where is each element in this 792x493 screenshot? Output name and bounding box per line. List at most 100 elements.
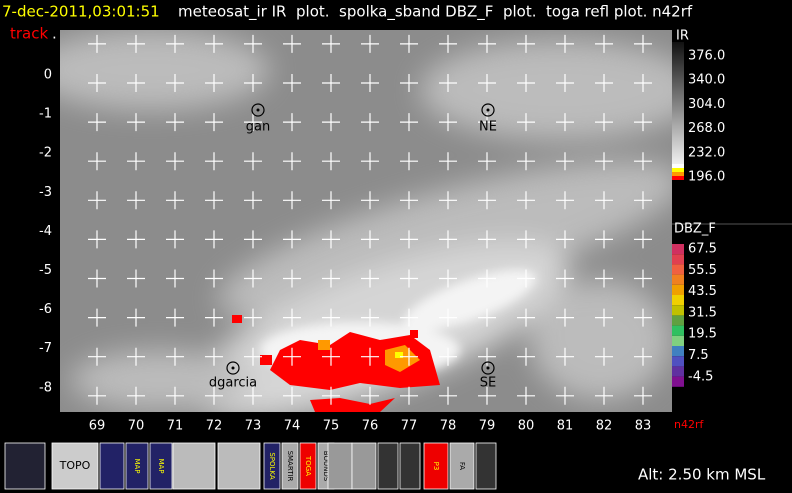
grid-cross	[517, 386, 535, 405]
lon-label: 70	[128, 419, 145, 434]
colorbar-label: 376.0	[688, 49, 725, 64]
grid-cross	[88, 386, 106, 405]
lon-label: 76	[362, 419, 379, 434]
button-label[interactable]: SPOLKA	[268, 452, 276, 480]
grid-cross	[400, 347, 418, 366]
grid-cross	[556, 230, 574, 249]
grid-cross	[478, 347, 496, 366]
dbz-colorbar-step	[672, 254, 684, 265]
grid-cross	[595, 230, 613, 249]
toolbar-button[interactable]	[172, 442, 216, 490]
grid-cross	[283, 152, 301, 171]
button-label[interactable]: TOPO	[59, 459, 91, 472]
grid-cross	[556, 308, 574, 327]
toolbar-button[interactable]	[4, 442, 46, 490]
grid-cross	[595, 386, 613, 405]
lon-label: 71	[167, 419, 184, 434]
dbz-colorbar-step	[672, 295, 684, 306]
button-face[interactable]	[125, 442, 149, 490]
altitude-status: Alt: 2.50 km MSL	[638, 466, 766, 484]
grid-cross	[478, 269, 496, 288]
grid-cross	[517, 152, 535, 171]
button-label[interactable]: P3	[432, 462, 440, 471]
button-label[interactable]: TOGA	[304, 455, 312, 476]
lon-label: 74	[284, 419, 301, 434]
grid-cross	[127, 113, 145, 132]
grid-cross	[283, 191, 301, 210]
button-face[interactable]	[399, 442, 421, 490]
toolbar-button[interactable]: MAP	[125, 442, 149, 490]
button-face[interactable]	[4, 442, 46, 490]
button-face[interactable]	[449, 442, 475, 490]
button-label[interactable]: BOUNDS	[322, 451, 330, 482]
grid-cross	[595, 34, 613, 53]
button-face[interactable]	[351, 442, 377, 490]
grid-cross	[322, 269, 340, 288]
grid-cross	[205, 269, 223, 288]
button-label[interactable]: SMARTIR	[286, 451, 294, 482]
button-label[interactable]: MAP	[133, 458, 141, 473]
toolbar-button[interactable]	[351, 442, 377, 490]
toolbar-button[interactable]	[399, 442, 421, 490]
button-face[interactable]	[281, 442, 299, 490]
button-face[interactable]	[172, 442, 216, 490]
button-label[interactable]: FA	[458, 462, 466, 470]
grid-cross	[166, 74, 184, 92]
grid-cross	[595, 269, 613, 288]
button-label[interactable]: MAP	[157, 458, 165, 473]
toolbar-button[interactable]	[217, 442, 261, 490]
grid-cross	[361, 308, 379, 327]
station-label: gan	[246, 120, 270, 135]
toolbar-button[interactable]: SPOLKA	[263, 442, 281, 490]
colorbar-label: 19.5	[688, 327, 717, 342]
grid-cross	[88, 74, 106, 92]
button-face[interactable]	[377, 442, 399, 490]
grid-cross	[361, 113, 379, 132]
button-face[interactable]	[99, 442, 125, 490]
grid-cross	[517, 74, 535, 92]
toolbar-button[interactable]: FA	[449, 442, 475, 490]
colorbar-label: 268.0	[688, 121, 725, 136]
grid-cross	[244, 34, 262, 53]
toolbar-button[interactable]	[99, 442, 125, 490]
button-face[interactable]	[327, 442, 353, 490]
grid-cross	[283, 113, 301, 132]
toolbar-button[interactable]	[377, 442, 399, 490]
toolbar-button[interactable]: P3	[423, 442, 449, 490]
button-face[interactable]	[217, 442, 261, 490]
grid-cross	[478, 230, 496, 249]
toolbar-button[interactable]: SMARTIR	[281, 442, 299, 490]
station-marker	[481, 361, 495, 375]
toolbar-button[interactable]: TOPO	[51, 442, 99, 490]
button-face[interactable]	[423, 442, 449, 490]
button-face[interactable]	[299, 442, 317, 490]
grid-cross	[127, 191, 145, 210]
grid-cross	[400, 191, 418, 210]
grid-cross	[517, 230, 535, 249]
button-face[interactable]	[263, 442, 281, 490]
lat-label: -2	[39, 146, 52, 161]
toolbar-button[interactable]: TOGA	[299, 442, 317, 490]
grid-cross	[244, 113, 262, 132]
grid-cross	[634, 308, 652, 327]
button-face[interactable]	[149, 442, 173, 490]
header-description: meteosat_ir IR plot. spolka_sband DBZ_F …	[178, 3, 693, 22]
station-label: SE	[480, 376, 496, 391]
grid-cross	[88, 230, 106, 249]
lon-label: 83	[635, 419, 652, 434]
grid-cross	[478, 191, 496, 210]
toolbar-button[interactable]	[327, 442, 353, 490]
dbz-colorbar-step	[672, 305, 684, 316]
grid-cross	[283, 230, 301, 249]
grid-cross	[322, 152, 340, 171]
grid-cross	[205, 230, 223, 249]
grid-cross	[439, 113, 457, 132]
grid-cross	[634, 230, 652, 249]
lon-label: 78	[440, 419, 457, 434]
toolbar-button[interactable]	[475, 442, 497, 490]
button-face[interactable]	[475, 442, 497, 490]
colorbar-label: 43.5	[688, 284, 717, 299]
toolbar-button[interactable]: MAP	[149, 442, 173, 490]
button-face[interactable]	[51, 442, 99, 490]
grid-cross	[439, 34, 457, 53]
